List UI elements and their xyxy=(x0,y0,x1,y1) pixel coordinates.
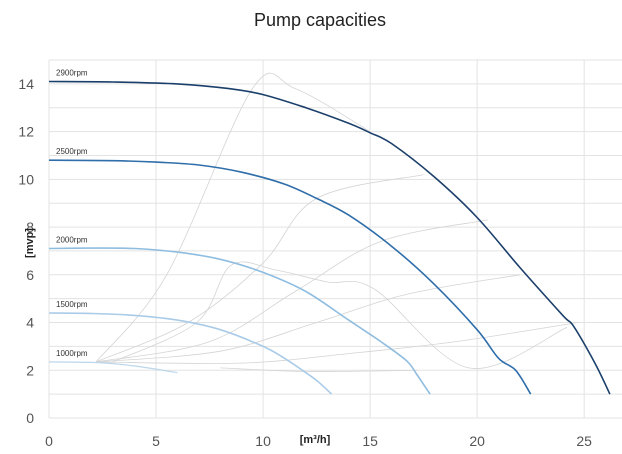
series-label-2000rpm: 2000rpm xyxy=(56,236,88,245)
chart-title: Pump capacities xyxy=(254,10,386,30)
iso-efficiency-lines xyxy=(95,72,578,372)
series-lines xyxy=(48,80,611,395)
series-line-2000rpm xyxy=(48,247,431,395)
x-tick-label: 10 xyxy=(255,433,271,449)
iso-efficiency-line xyxy=(95,72,371,363)
y-axis-label: [mvp] xyxy=(24,228,36,258)
y-tick-label: 4 xyxy=(26,315,34,331)
y-tick-label: 8 xyxy=(26,219,34,235)
y-tick-label: 10 xyxy=(18,171,34,187)
y-tick-label: 0 xyxy=(26,410,34,426)
x-tick-label: 20 xyxy=(469,433,485,449)
series-label-2500rpm: 2500rpm xyxy=(56,147,88,156)
series-line-2500rpm xyxy=(48,159,532,395)
x-tick-label: 0 xyxy=(45,433,53,449)
x-tick-label: 5 xyxy=(152,433,160,449)
y-tick-label: 12 xyxy=(18,124,34,140)
x-tick-labels: 0 5 10 15 20 25 xyxy=(45,433,592,449)
y-tick-label: 6 xyxy=(26,267,34,283)
x-tick-label: 15 xyxy=(362,433,378,449)
iso-efficiency-line xyxy=(220,367,418,372)
series-line-1500rpm xyxy=(48,312,333,395)
iso-efficiency-line xyxy=(96,219,488,363)
iso-efficiency-line xyxy=(95,174,424,363)
iso-efficiency-line xyxy=(96,274,521,363)
series-labels: 2900rpm 2500rpm 2000rpm 1500rpm 1000rpm xyxy=(56,68,88,357)
y-tick-label: 2 xyxy=(26,362,34,378)
series-label-2900rpm: 2900rpm xyxy=(56,68,88,77)
y-tick-labels: 0 2 4 6 8 10 12 14 xyxy=(18,76,34,426)
x-axis-label: [m³/h] xyxy=(300,434,331,446)
series-line-2900rpm xyxy=(48,80,611,395)
series-line-1000rpm xyxy=(48,361,178,374)
x-tick-label: 25 xyxy=(576,433,592,449)
grid xyxy=(48,59,622,419)
series-label-1000rpm: 1000rpm xyxy=(56,349,88,358)
iso-efficiency-line xyxy=(96,322,578,364)
series-label-1500rpm: 1500rpm xyxy=(56,300,88,309)
y-tick-label: 14 xyxy=(18,76,34,92)
